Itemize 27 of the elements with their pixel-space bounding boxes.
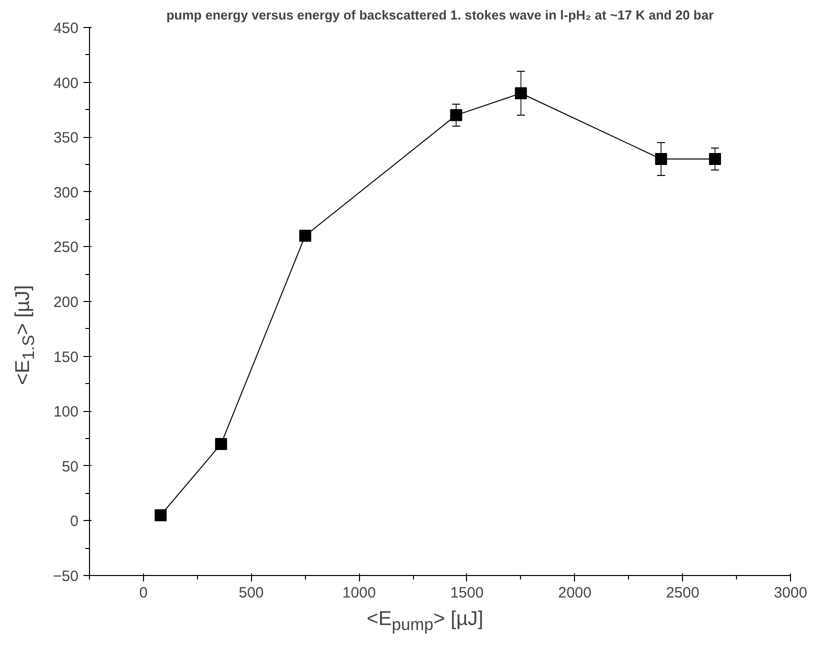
point <box>450 109 462 122</box>
x-tick-label: 0 <box>139 584 148 602</box>
y-tick-label: 0 <box>70 513 78 530</box>
y-tick-label: 400 <box>53 74 79 92</box>
x-tick-label: 1500 <box>450 584 484 602</box>
y-tick-label: 200 <box>53 294 79 311</box>
point <box>514 87 527 100</box>
y-tick-label: 150 <box>53 348 79 366</box>
point <box>299 230 312 242</box>
point <box>215 438 228 450</box>
y-tick-label: 350 <box>53 130 79 147</box>
x-tick-label: 2000 <box>558 584 592 602</box>
y-tick-label: 50 <box>62 458 79 476</box>
x-tick-label: 500 <box>238 584 264 602</box>
x-axis-title: <E$_{pump}$> [µJ] <box>366 607 484 636</box>
y-tick-label: 300 <box>53 184 79 202</box>
chart-title: pump energy versus energy of backscattered 1. stokes wave in l-pH₂ at ~17 K and 20 bar <box>166 8 714 22</box>
point <box>655 153 668 166</box>
y-tick-label: 450 <box>53 20 79 37</box>
point <box>154 509 167 522</box>
point <box>709 153 722 166</box>
x-tick-label: 3000 <box>774 584 808 602</box>
y-tick-label: −50 <box>53 568 79 585</box>
x-tick-label: 1000 <box>342 584 376 602</box>
x-tick-label: 2500 <box>666 584 700 602</box>
y-tick-label: 250 <box>53 239 79 256</box>
y-tick-label: 100 <box>53 404 79 421</box>
